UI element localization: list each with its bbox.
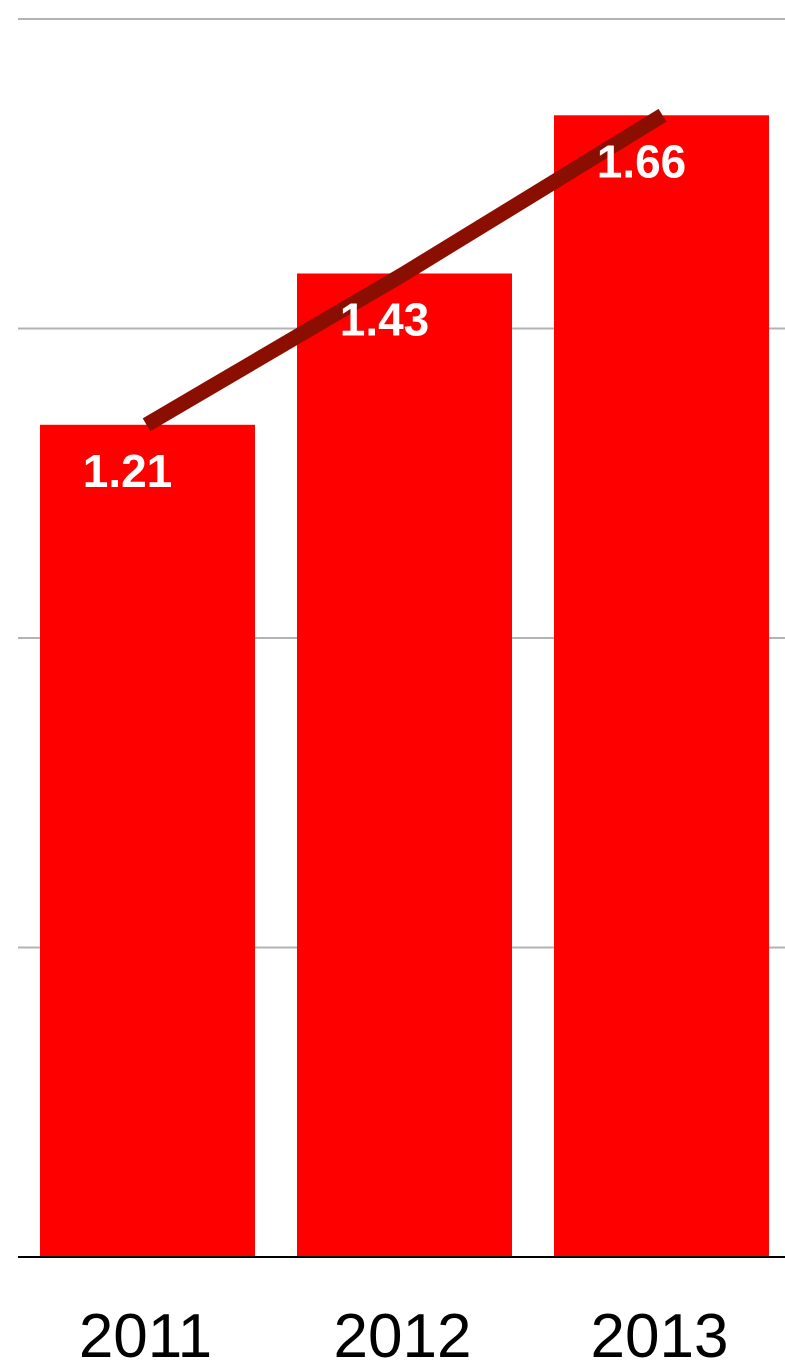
trend-line-group — [142, 108, 667, 432]
trend-line — [142, 108, 667, 432]
bar-value-label-2012: 1.43 — [340, 293, 430, 345]
bar-2012 — [297, 273, 512, 1257]
bars — [40, 115, 769, 1257]
bar-value-labels: 1.21 1.43 1.66 — [83, 135, 687, 497]
x-tick-label-2013: 2013 — [591, 1302, 729, 1365]
x-tick-label-2011: 2011 — [79, 1302, 212, 1365]
bar-2013 — [554, 115, 769, 1257]
bar-value-label-2013: 1.66 — [597, 135, 687, 187]
bar-2011 — [40, 424, 255, 1257]
bar-value-label-2011: 1.21 — [83, 445, 173, 497]
x-tick-labels: 2011 2012 2013 — [79, 1302, 729, 1365]
x-tick-label-2012: 2012 — [334, 1302, 472, 1365]
